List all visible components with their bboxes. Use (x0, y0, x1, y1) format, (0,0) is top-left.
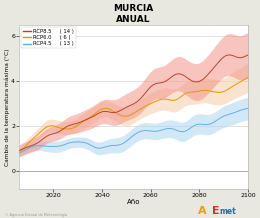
Text: © Agencia Estatal de Meteorología: © Agencia Estatal de Meteorología (5, 213, 67, 217)
Y-axis label: Cambio de la temperatura máxima (°C): Cambio de la temperatura máxima (°C) (4, 48, 10, 165)
Title: MURCIA
ANUAL: MURCIA ANUAL (114, 4, 154, 24)
Text: E: E (212, 206, 219, 216)
Text: met: met (220, 207, 236, 216)
Legend: RCP8.5     ( 14 ), RCP6.0     ( 6 ), RCP4.5     ( 13 ): RCP8.5 ( 14 ), RCP6.0 ( 6 ), RCP4.5 ( 13… (21, 27, 76, 48)
Text: A: A (198, 206, 206, 216)
X-axis label: Año: Año (127, 199, 140, 205)
